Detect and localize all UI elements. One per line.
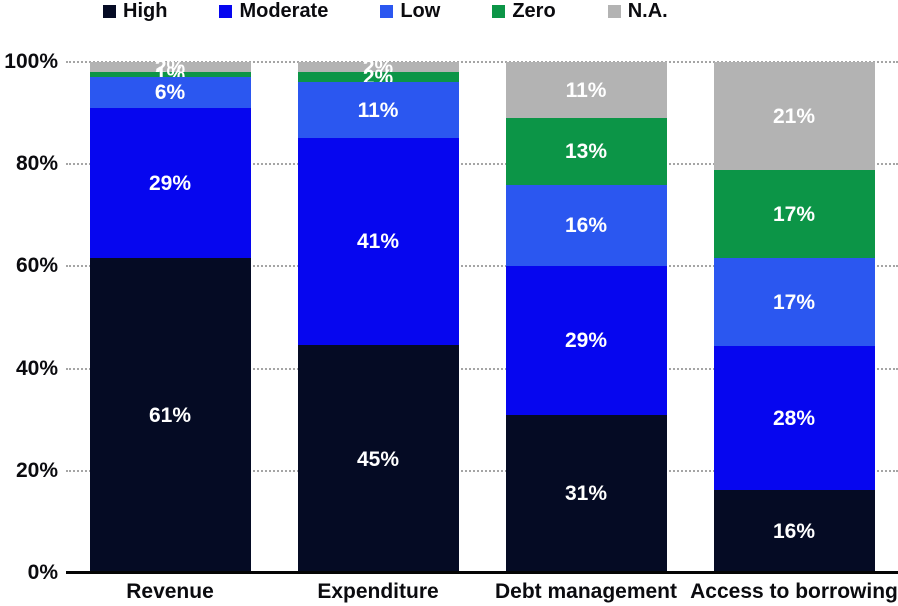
legend-swatch-icon (219, 4, 233, 18)
legend-item-moderate: Moderate (219, 1, 328, 21)
bar-column-debt-management: 31% 29% 16% 13% 11% (482, 62, 690, 573)
legend-label: Zero (512, 0, 556, 22)
bar-segment-high-revenue: 61% (89, 258, 251, 573)
bar-segment-value-label: 29% (564, 329, 608, 352)
bar-segment-moderate-access-to-borrowing: 28% (713, 345, 875, 491)
gridline (66, 469, 898, 472)
bar-segment-low-access-to-borrowing: 17% (713, 258, 875, 346)
bar-segment-high-debt-management: 31% (505, 414, 667, 573)
bar-column-access-to-borrowing: 16% 28% 17% 17% 21% (690, 62, 898, 573)
legend-label: Low (400, 0, 441, 22)
legend-label: N.A. (627, 0, 668, 22)
bar-revenue: 61% 29% 6% 1% 2% (89, 57, 251, 573)
bar-segment-value-label: 16% (564, 214, 608, 238)
legend-swatch-icon (492, 4, 506, 18)
plot-area: 61% 29% 6% 1% 2% 45% 41% 11% 2% 2% 31% 29% 16% 13% 11%… (66, 57, 898, 573)
bar-segment-zero-expenditure: 2% (297, 67, 459, 88)
legend-swatch-icon (103, 4, 116, 18)
gridline (66, 61, 898, 63)
bar-segment-value-label: 16% (772, 520, 816, 544)
bar-segment-n-a-debt-management: 11% (505, 62, 667, 119)
bar-segment-low-debt-management: 16% (505, 184, 667, 267)
bar-segment-high-expenditure: 45% (297, 345, 459, 573)
bar-expenditure: 45% 41% 11% 2% 2% (297, 57, 459, 573)
bar-debt-management: 31% 29% 16% 13% 11% (505, 62, 667, 573)
x-axis-labels: Revenue Expenditure Debt management Access … (66, 580, 898, 603)
bar-segment-value-label: 28% (772, 406, 816, 430)
bar-column-revenue: 61% 29% 6% 1% 2% (66, 57, 274, 573)
legend-label: Moderate (239, 0, 329, 22)
x-category-label-expenditure: Expenditure (317, 580, 439, 603)
bar-segment-value-label: 17% (772, 202, 816, 226)
legend-item-zero: Zero (492, 0, 556, 22)
bar-segment-value-label: 6% (154, 81, 186, 105)
bar-segment-value-label: 17% (772, 290, 816, 314)
y-tick-label: 100% (4, 50, 58, 73)
x-category-label-revenue: Revenue (126, 580, 214, 603)
y-tick-label: 40% (15, 356, 58, 380)
y-tick-label: 20% (15, 458, 58, 482)
legend-item-high: High (103, 1, 167, 21)
y-tick-label: 60% (15, 254, 58, 278)
bar-segment-value-label: 31% (564, 482, 608, 506)
bar-segment-value-label: 11% (357, 98, 399, 122)
bar-segment-moderate-expenditure: 41% (297, 137, 459, 346)
x-category-label-debt-management: Debt management (494, 580, 678, 603)
legend-item-low: Low (380, 1, 440, 21)
bar-segment-value-label: 41% (356, 230, 400, 254)
gridline (66, 367, 898, 370)
bar-access-to-borrowing: 16% 28% 17% 17% 21% (713, 62, 875, 573)
bar-segment-value-label: 61% (148, 404, 192, 428)
bars-row: 61% 29% 6% 1% 2% 45% 41% 11% 2% 2% 31% 29% 16% 13% 11%… (66, 57, 898, 573)
bar-segment-n-a-access-to-borrowing: 21% (713, 62, 875, 171)
bar-segment-high-access-to-borrowing: 16% (713, 490, 875, 573)
bar-segment-moderate-revenue: 29% (89, 108, 251, 259)
legend-label: High (123, 0, 168, 22)
bar-segment-value-label: 21% (772, 104, 816, 128)
gridline (66, 163, 898, 166)
legend-item-n-a: N.A. (607, 0, 668, 22)
bar-segment-value-label: 13% (564, 139, 608, 163)
x-category-label-access-to-borrowing: Access to borrowing (690, 580, 898, 603)
y-axis: 0% 20% 40% 60% 80% 100% (0, 0, 58, 606)
bar-segment-low-revenue: 6% (89, 77, 251, 109)
bar-column-expenditure: 45% 41% 11% 2% 2% (274, 57, 482, 573)
x-axis-line (66, 571, 898, 574)
bar-segment-zero-access-to-borrowing: 17% (713, 170, 875, 259)
chart-legend: High Moderate Low Zero N.A. (103, 1, 668, 21)
bar-segment-value-label: 11% (565, 78, 607, 102)
legend-swatch-icon (380, 4, 394, 18)
bar-segment-zero-debt-management: 13% (505, 118, 667, 185)
bar-segment-value-label: 29% (148, 171, 192, 195)
legend-swatch-icon (607, 4, 621, 18)
bar-segment-moderate-debt-management: 29% (505, 266, 667, 415)
bar-segment-value-label: 45% (356, 447, 400, 471)
y-tick-label: 80% (15, 152, 58, 176)
gridline (66, 265, 898, 268)
y-tick-label: 0% (27, 561, 58, 584)
bar-segment-low-expenditure: 11% (297, 82, 459, 138)
